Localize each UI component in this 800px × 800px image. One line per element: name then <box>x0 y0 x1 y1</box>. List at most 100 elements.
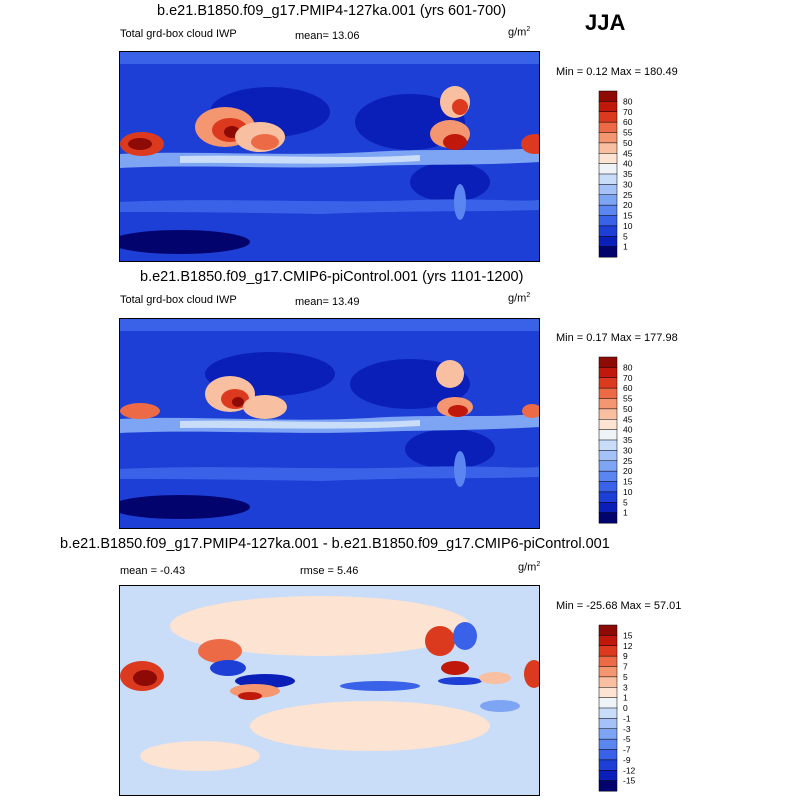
colorbar-swatch <box>598 450 618 462</box>
panel-2-field <box>120 319 539 528</box>
colorbar-tick-label: 5 <box>623 497 628 507</box>
colorbar-swatch <box>598 624 618 636</box>
colorbar-swatch <box>598 90 618 102</box>
panel-1-mean: mean= 13.06 <box>295 30 360 42</box>
colorbar-tick-label: -5 <box>623 734 631 744</box>
colorbar-swatch <box>598 194 618 206</box>
colorbar-tick-label: 50 <box>623 138 633 148</box>
colorbar-swatch <box>598 666 618 678</box>
colorbar-tick-label: -15 <box>623 776 636 786</box>
colorbar-tick-label: 15 <box>623 630 633 640</box>
colorbar-swatch <box>598 687 618 699</box>
panel-2-title: b.e21.B1850.f09_g17.CMIP6-piControl.001 … <box>140 269 524 285</box>
colorbar-tick-label: 80 <box>623 96 633 106</box>
colorbar-tick-label: 55 <box>623 128 633 138</box>
colorbar-tick-label: 45 <box>623 414 633 424</box>
panel-2-map <box>119 318 540 529</box>
colorbar-tick-label: 3 <box>623 682 628 692</box>
colorbar-swatch <box>598 439 618 451</box>
colorbar-tick-label: 10 <box>623 221 633 231</box>
panel-3-rmse: rmse = 5.46 <box>300 565 359 577</box>
colorbar-tick-label: 12 <box>623 641 633 651</box>
colorbar-tick-label: 70 <box>623 107 633 117</box>
colorbar-tick-label: 15 <box>623 477 633 487</box>
colorbar-swatch <box>598 204 618 216</box>
panel-2-mean: mean= 13.49 <box>295 296 360 308</box>
colorbar-tick-label: 1 <box>623 508 628 518</box>
colorbar-swatch <box>598 101 618 113</box>
panel-1-units: g/m2 <box>508 26 531 39</box>
panel-3-mean: mean = -0.43 <box>120 565 186 577</box>
colorbar-swatch <box>598 460 618 472</box>
colorbar-swatch <box>598 635 618 647</box>
panel-3-colorbar: 15 12 9 7 5 3 1 0 -1 -3 -5 -7 -9 -12 -15 <box>598 624 659 792</box>
panel-1-minmax: Min = 0.12 Max = 180.49 <box>556 66 678 78</box>
colorbar-swatch <box>598 676 618 688</box>
colorbar-tick-label: 25 <box>623 190 633 200</box>
colorbar-tick-label: 9 <box>623 651 628 661</box>
colorbar-swatch <box>598 153 618 165</box>
colorbar-tick-label: 35 <box>623 435 633 445</box>
colorbar-tick-label: 35 <box>623 169 633 179</box>
panel-3-minmax: Min = -25.68 Max = 57.01 <box>556 600 682 612</box>
colorbar-swatch <box>598 780 618 792</box>
colorbar-tick-label: 60 <box>623 117 633 127</box>
colorbar-swatch <box>598 356 618 368</box>
colorbar-swatch <box>598 718 618 730</box>
colorbar-swatch <box>598 215 618 227</box>
colorbar-swatch <box>598 697 618 709</box>
panel-3-title: b.e21.B1850.f09_g17.PMIP4-127ka.001 - b.… <box>60 536 610 552</box>
colorbar-tick-label: 20 <box>623 466 633 476</box>
colorbar-swatch <box>598 749 618 761</box>
colorbar-tick-label: 15 <box>623 211 633 221</box>
colorbar-swatch <box>598 408 618 420</box>
panel-1-title: b.e21.B1850.f09_g17.PMIP4-127ka.001 (yrs… <box>157 3 507 19</box>
panel-2-variable-label: Total grd-box cloud IWP <box>120 294 237 306</box>
colorbar-swatch <box>598 236 618 248</box>
colorbar-swatch <box>598 132 618 144</box>
colorbar-swatch <box>598 111 618 123</box>
season-label: JJA <box>585 10 626 35</box>
colorbar-swatch <box>598 491 618 503</box>
colorbar-swatch <box>598 225 618 237</box>
colorbar-swatch <box>598 728 618 740</box>
colorbar-tick-label: 1 <box>623 693 628 703</box>
colorbar-tick-label: 45 <box>623 148 633 158</box>
colorbar-tick-label: 55 <box>623 394 633 404</box>
colorbar-tick-label: 30 <box>623 445 633 455</box>
colorbar-swatch <box>598 770 618 782</box>
panel-1-colorbar: 80 70 60 55 50 45 40 35 30 25 20 15 10 5 1 <box>598 90 659 258</box>
panel-2-minmax: Min = 0.17 Max = 177.98 <box>556 332 678 344</box>
colorbar-swatch <box>598 502 618 514</box>
colorbar-swatch <box>598 184 618 196</box>
colorbar-swatch <box>598 419 618 431</box>
panel-1-map <box>119 51 540 262</box>
colorbar-swatch <box>598 173 618 185</box>
colorbar-swatch <box>598 246 618 258</box>
colorbar-swatch <box>598 738 618 750</box>
colorbar-tick-label: -7 <box>623 745 631 755</box>
panel-2-colorbar: 80 70 60 55 50 45 40 35 30 25 20 15 10 5 1 <box>598 356 659 524</box>
colorbar-swatch <box>598 707 618 719</box>
colorbar-tick-label: 40 <box>623 159 633 169</box>
colorbar-tick-label: 40 <box>623 425 633 435</box>
colorbar-tick-label: 1 <box>623 242 628 252</box>
panel-3-map <box>119 585 540 796</box>
colorbar-tick-label: 5 <box>623 231 628 241</box>
colorbar-tick-label: -9 <box>623 755 631 765</box>
colorbar-tick-label: 20 <box>623 200 633 210</box>
colorbar-tick-label: 30 <box>623 179 633 189</box>
panel-3-field <box>120 586 539 795</box>
colorbar-swatch <box>598 759 618 771</box>
colorbar-tick-label: 80 <box>623 362 633 372</box>
colorbar-tick-label: -3 <box>623 724 631 734</box>
colorbar-tick-label: -12 <box>623 765 636 775</box>
colorbar-swatch <box>598 481 618 493</box>
colorbar-swatch <box>598 429 618 441</box>
colorbar-tick-label: 70 <box>623 373 633 383</box>
colorbar-swatch <box>598 163 618 175</box>
colorbar-swatch <box>598 387 618 399</box>
colorbar-tick-label: 50 <box>623 404 633 414</box>
colorbar-swatch <box>598 121 618 133</box>
colorbar-swatch <box>598 645 618 657</box>
